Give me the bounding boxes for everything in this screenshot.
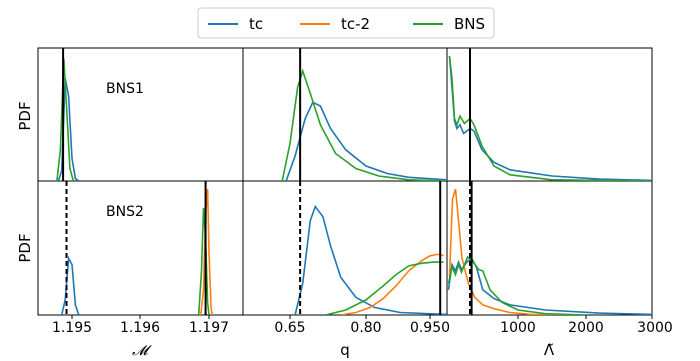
xtick-label: 1.196 [120,320,160,336]
xtick-label: 1000 [500,320,536,336]
series-line-BNS [325,261,444,315]
series-line-tc [448,55,652,181]
annotation-bns2: BNS2 [106,204,144,220]
legend-label-tc: tc [249,15,263,33]
panel-frame [446,180,653,316]
xtick-label: 1.197 [189,320,229,336]
xtick-label: 1.195 [52,320,92,336]
annotation-bns1: BNS1 [106,81,144,97]
ylabel-row-2: PDF [16,233,34,262]
xlabel-lambda: Λ̃ [544,341,555,359]
xticks-q: 0.65 0.80 0.950 [274,320,450,336]
series-line-tc [447,257,652,315]
legend: tc tc-2 BNS [197,7,495,39]
series-line-tc [60,255,80,315]
series-line-BNS [56,58,75,181]
panel-frame [242,180,448,316]
xtick-label: 0.80 [350,320,381,336]
xlabel-mass: 𝓜 [132,343,152,359]
series-line-tc [285,101,447,181]
panel-frame [446,47,653,182]
series-line-tc-2 [340,253,444,315]
legend-frame [197,7,495,39]
series-line-BNS [448,55,652,181]
series-line-tc-2 [200,188,214,315]
series-line-BNS [197,207,210,315]
series-line-BNS [281,68,447,181]
ylabel-row-1: PDF [16,101,34,130]
xtick-label: 2000 [568,320,604,336]
legend-label-bns: BNS [454,15,485,33]
xlabel-q: q [340,341,350,359]
series-line-tc [57,78,80,181]
xticks-lambda: 1000 2000 3000 [500,320,673,336]
xtick-label: 0.950 [410,320,450,336]
plot-area [37,47,653,319]
panel-frame [37,180,244,316]
series-line-BNS [447,255,587,315]
legend-label-tc-2: tc-2 [341,15,370,33]
series-line-tc-2 [448,188,559,315]
xticks-mass: 1.195 1.196 1.197 [52,320,229,336]
xtick-label: 0.65 [274,320,305,336]
series-line-tc [294,204,447,315]
xtick-label: 3000 [637,320,673,336]
